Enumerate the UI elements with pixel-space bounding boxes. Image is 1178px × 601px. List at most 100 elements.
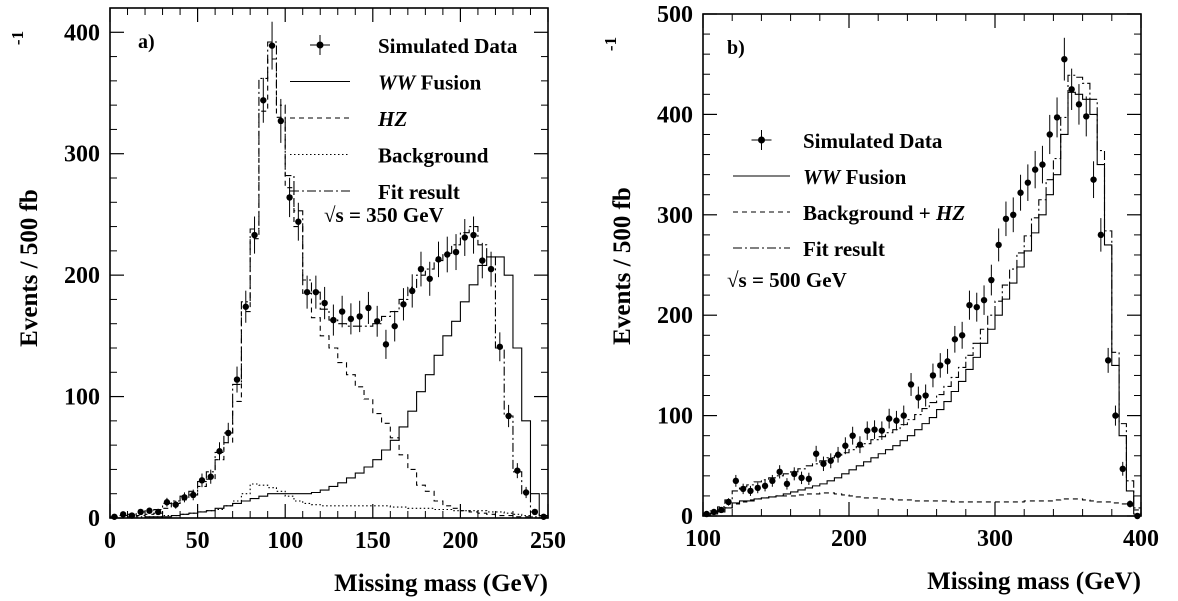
data-point (531, 508, 539, 516)
data-point (951, 336, 959, 343)
data-point (295, 218, 302, 225)
legend-label-text: Background + (803, 201, 936, 225)
data-point (776, 468, 783, 476)
histogram-ww-fusion (110, 256, 549, 519)
x-tick-label: 200 (831, 526, 867, 552)
data-point (461, 234, 468, 241)
x-tick-label: 150 (355, 528, 391, 554)
data-point (761, 482, 769, 490)
data-point (1031, 166, 1039, 173)
y-tick-label: 100 (64, 385, 100, 411)
data-point (1112, 412, 1119, 419)
data-point (137, 508, 144, 516)
data-point (1024, 179, 1032, 186)
data-point (111, 513, 118, 520)
data-point (973, 303, 980, 311)
legend-label: WW Fusion (378, 71, 482, 95)
data-point (834, 451, 842, 458)
data-point (958, 332, 966, 339)
data-point (303, 288, 311, 296)
data-point (871, 426, 878, 433)
data-point (907, 381, 915, 388)
data-point (995, 241, 1002, 249)
data-point (842, 442, 849, 449)
data-point (1046, 131, 1053, 138)
data-point (242, 303, 249, 310)
data-point (703, 510, 710, 518)
y-tick-label: 200 (64, 263, 100, 289)
data-point (798, 474, 805, 482)
y-axis-label: Events / 500 fb (609, 187, 636, 345)
data-point (233, 376, 241, 383)
data-point (754, 484, 761, 492)
data-point (1083, 113, 1090, 120)
data-point (1119, 465, 1126, 473)
x-tick-label: 400 (1123, 526, 1159, 552)
legend: Simulated Data WW Fusion HZ Background Fit r… (290, 34, 518, 204)
data-point (479, 257, 486, 264)
sqrt-s-symbol: √s (324, 203, 349, 227)
data-point (277, 117, 285, 125)
data-point (710, 508, 718, 516)
legend-label-text: Fit result (378, 180, 460, 204)
data-point (330, 316, 337, 324)
x-tick-label: 100 (685, 526, 721, 552)
x-tick-label: 200 (442, 528, 478, 554)
data-point (966, 301, 973, 309)
data-point (119, 511, 127, 518)
x-tick-label: 250 (530, 528, 566, 554)
histogram-fit-result (702, 74, 1142, 516)
data-point (260, 97, 267, 104)
legend-label-italic: HZ (377, 107, 407, 131)
legend-label: HZ (377, 107, 407, 131)
data-point (216, 448, 223, 455)
data-point (864, 427, 871, 434)
data-point (487, 265, 495, 273)
legend-marker-point (758, 136, 765, 144)
data-point (878, 427, 886, 434)
data-point (988, 276, 995, 284)
histogram-hz (110, 58, 548, 519)
data-point (426, 275, 433, 282)
x-tick-label: 50 (186, 528, 210, 554)
data-point (172, 501, 179, 508)
y-tick-label: 200 (657, 303, 693, 329)
data-point (1097, 231, 1105, 239)
data-point (356, 313, 363, 320)
data-point (452, 248, 460, 256)
y-tick-label: 500 (657, 2, 693, 28)
y-tick-label: 400 (64, 20, 100, 46)
legend-label-text: Simulated Data (803, 129, 943, 153)
legend-label: WW Fusion (803, 165, 907, 189)
legend-label-text: Fit result (803, 237, 885, 261)
data-point (190, 491, 197, 499)
histogram-background-hz (702, 492, 1142, 516)
data-point (732, 477, 740, 485)
energy-annotation: √s = 500 GeV (727, 268, 847, 292)
legend-label-rest: Fusion (840, 165, 906, 189)
y-tick-label: 300 (657, 203, 693, 229)
y-tick-label: 0 (681, 504, 693, 530)
data-point (347, 315, 355, 323)
data-point (915, 394, 922, 401)
data-point (181, 494, 188, 501)
data-point (163, 499, 171, 506)
data-point (1053, 114, 1061, 121)
legend-label-text: Simulated Data (378, 34, 518, 58)
data-point (791, 470, 798, 478)
data-point (937, 362, 944, 369)
data-point (827, 457, 834, 464)
x-axis-label: Missing mass (GeV) (334, 570, 548, 597)
y-tick-label: 100 (657, 404, 693, 430)
data-point (128, 512, 136, 519)
data-point (980, 296, 988, 304)
data-point (900, 412, 907, 419)
data-point (391, 322, 398, 330)
histogram-ww-fusion (702, 91, 1142, 516)
data-point (268, 42, 276, 49)
y-tick-label: 400 (657, 102, 693, 128)
x-tick-label: 300 (977, 526, 1013, 552)
data-point (400, 301, 407, 308)
legend-label: Simulated Data (378, 34, 518, 58)
legend-label-italic: WW (378, 71, 417, 95)
